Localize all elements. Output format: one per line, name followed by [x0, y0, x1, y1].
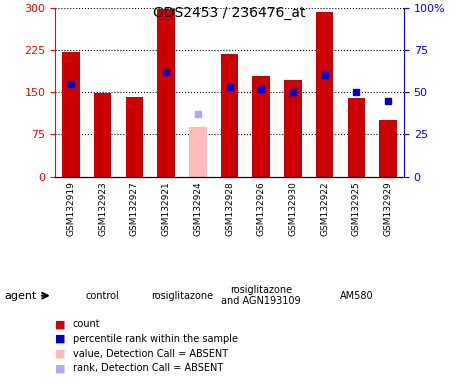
Text: control: control	[86, 291, 119, 301]
Bar	[221, 54, 238, 177]
Text: count: count	[73, 319, 100, 329]
Text: ■: ■	[55, 363, 66, 373]
Text: ■: ■	[55, 349, 66, 359]
Bar	[94, 93, 112, 177]
Text: rank, Detection Call = ABSENT: rank, Detection Call = ABSENT	[73, 363, 223, 373]
Bar	[252, 76, 270, 177]
Bar	[62, 51, 80, 177]
Text: value, Detection Call = ABSENT: value, Detection Call = ABSENT	[73, 349, 228, 359]
Bar	[379, 120, 397, 177]
Text: percentile rank within the sample: percentile rank within the sample	[73, 334, 237, 344]
Text: rosiglitazone
and AGN193109: rosiglitazone and AGN193109	[221, 285, 301, 306]
Bar	[189, 127, 207, 177]
Bar	[157, 9, 175, 177]
Text: GDS2453 / 236476_at: GDS2453 / 236476_at	[153, 6, 306, 20]
Text: ■: ■	[55, 319, 66, 329]
Text: AM580: AM580	[340, 291, 373, 301]
Bar	[126, 97, 143, 177]
Text: ■: ■	[55, 334, 66, 344]
Bar	[316, 12, 333, 177]
Text: rosiglitazone: rosiglitazone	[151, 291, 213, 301]
Text: agent: agent	[5, 291, 37, 301]
Bar	[284, 80, 302, 177]
Bar	[347, 98, 365, 177]
